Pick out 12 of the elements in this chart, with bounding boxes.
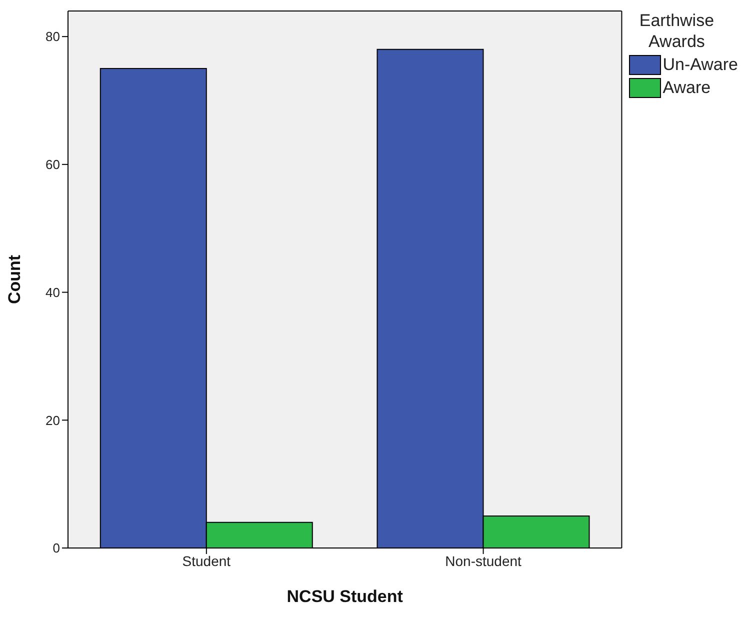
x-tick-label: Non-student — [445, 552, 522, 569]
y-tick-label: 0 — [52, 540, 60, 556]
y-tick-label: 80 — [46, 29, 60, 44]
y-tick-label: 20 — [46, 412, 60, 428]
x-axis-title: NCSU Student — [286, 587, 404, 606]
legend-title: Earthwise Awards — [638, 10, 716, 52]
x-tick-label: Student — [182, 552, 231, 569]
y-tick-label: 60 — [46, 157, 60, 172]
y-axis-title: Count — [5, 254, 24, 304]
legend-label: Un-Aware — [662, 55, 738, 75]
y-tick-label: 40 — [46, 284, 60, 300]
legend-label: Aware — [662, 78, 711, 98]
